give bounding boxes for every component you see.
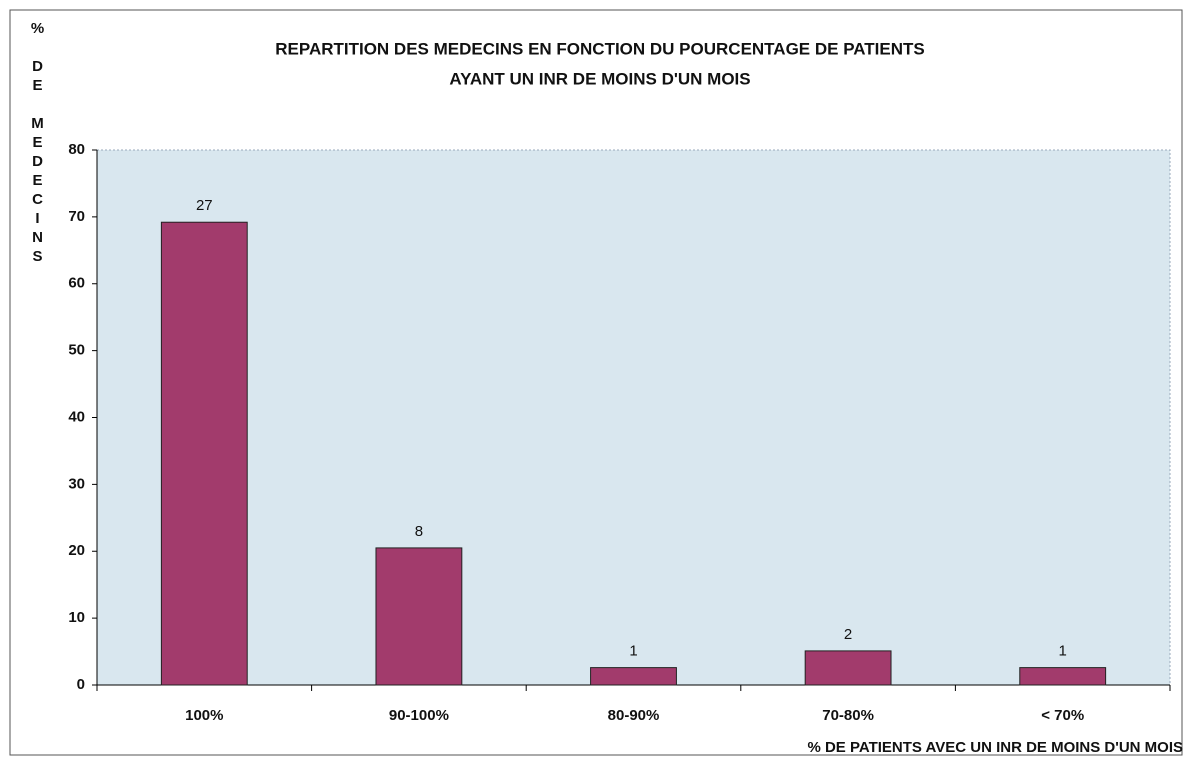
bar [590,667,677,686]
data-label: 2 [844,626,852,643]
y-tick-label: 20 [68,542,85,559]
y-tick-label: 40 [68,408,85,425]
y-tick-label: 0 [77,676,85,693]
data-label: 1 [629,643,637,660]
y-tick-label: 30 [68,475,85,492]
bar [804,650,892,686]
y-axis-label: % DE MEDECINS [29,20,46,267]
data-label: 8 [415,523,423,540]
chart-title: AYANT UN INR DE MOINS D'UN MOIS [449,69,750,88]
x-tick-label: 100% [185,707,223,724]
y-tick-label: 80 [68,141,85,158]
chart-title: REPARTITION DES MEDECINS EN FONCTION DU … [275,39,925,58]
x-tick-label: 70-80% [822,707,874,724]
y-tick-label: 60 [68,275,85,292]
y-tick-label: 50 [68,342,85,359]
x-tick-label: 80-90% [608,707,660,724]
y-tick-label: 70 [68,208,85,225]
bar [160,221,248,686]
x-tick-label: < 70% [1041,707,1084,724]
x-tick-label: 90-100% [389,707,449,724]
bar [1019,667,1107,686]
data-label: 27 [196,197,213,214]
x-axis-label: % DE PATIENTS AVEC UN INR DE MOINS D'UN … [807,739,1183,756]
y-tick-label: 10 [68,609,85,626]
bar [375,547,463,686]
plot-area [96,149,1171,686]
data-label: 1 [1059,643,1067,660]
